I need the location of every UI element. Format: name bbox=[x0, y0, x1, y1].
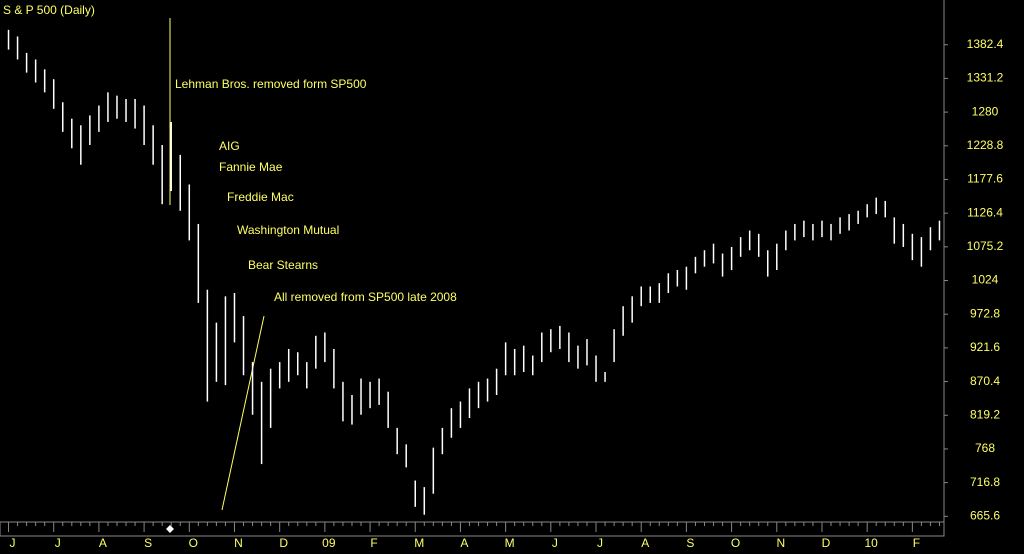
x-tick-label: A bbox=[460, 536, 468, 550]
event-marker bbox=[166, 525, 174, 533]
x-tick-label: D bbox=[279, 536, 288, 550]
y-tick-label: 921.6 bbox=[970, 340, 1000, 354]
x-tick-label: N bbox=[234, 536, 243, 550]
x-tick-label: J bbox=[55, 536, 61, 550]
y-tick-label: 1177.6 bbox=[967, 172, 1003, 186]
x-tick-label: S bbox=[686, 536, 694, 550]
x-axis-bar bbox=[0, 521, 945, 537]
x-tick-label: 10 bbox=[864, 536, 878, 550]
chart-title: S & P 500 (Daily) bbox=[3, 3, 95, 17]
y-tick-label: 1126.4 bbox=[967, 205, 1003, 219]
x-tick-label: 09 bbox=[322, 536, 336, 550]
x-tick-label: J bbox=[597, 536, 603, 550]
annotation: AIG bbox=[219, 139, 240, 153]
annotation-line bbox=[221, 315, 265, 511]
x-tick-label: F bbox=[913, 536, 920, 550]
annotation: Washington Mutual bbox=[237, 223, 339, 237]
y-tick-label: 665.6 bbox=[970, 508, 1000, 522]
y-tick-label: 1228.8 bbox=[967, 138, 1004, 152]
x-tick-label: F bbox=[370, 536, 377, 550]
x-tick-label: M bbox=[505, 536, 515, 550]
x-tick-label: N bbox=[776, 536, 785, 550]
y-tick-label: 1280 bbox=[972, 104, 999, 118]
x-tick-label: A bbox=[641, 536, 649, 550]
annotation: Lehman Bros. removed form SP500 bbox=[175, 77, 367, 91]
x-tick-label: A bbox=[99, 536, 107, 550]
y-tick-label: 768 bbox=[975, 441, 995, 455]
y-tick-label: 1331.2 bbox=[967, 71, 1004, 85]
annotation: Fannie Mae bbox=[219, 160, 283, 174]
annotation: Bear Stearns bbox=[248, 258, 318, 272]
y-tick-label: 1075.2 bbox=[967, 239, 1004, 253]
annotation: Freddie Mac bbox=[227, 190, 294, 204]
annotation: All removed from SP500 late 2008 bbox=[274, 290, 457, 304]
y-tick-label: 716.8 bbox=[970, 475, 1000, 489]
y-tick-label: 819.2 bbox=[970, 407, 1000, 421]
y-tick-label: 1024 bbox=[972, 273, 999, 287]
x-tick-label: J bbox=[10, 536, 16, 550]
y-tick-label: 1382.4 bbox=[967, 37, 1004, 51]
y-tick-label: 972.8 bbox=[970, 306, 1000, 320]
x-tick-label: O bbox=[731, 536, 740, 550]
x-tick-label: M bbox=[414, 536, 424, 550]
x-tick-label: J bbox=[552, 536, 558, 550]
x-tick-label: O bbox=[189, 536, 198, 550]
x-tick-label: S bbox=[144, 536, 152, 550]
y-tick-label: 870.4 bbox=[970, 374, 1000, 388]
x-tick-label: D bbox=[822, 536, 831, 550]
